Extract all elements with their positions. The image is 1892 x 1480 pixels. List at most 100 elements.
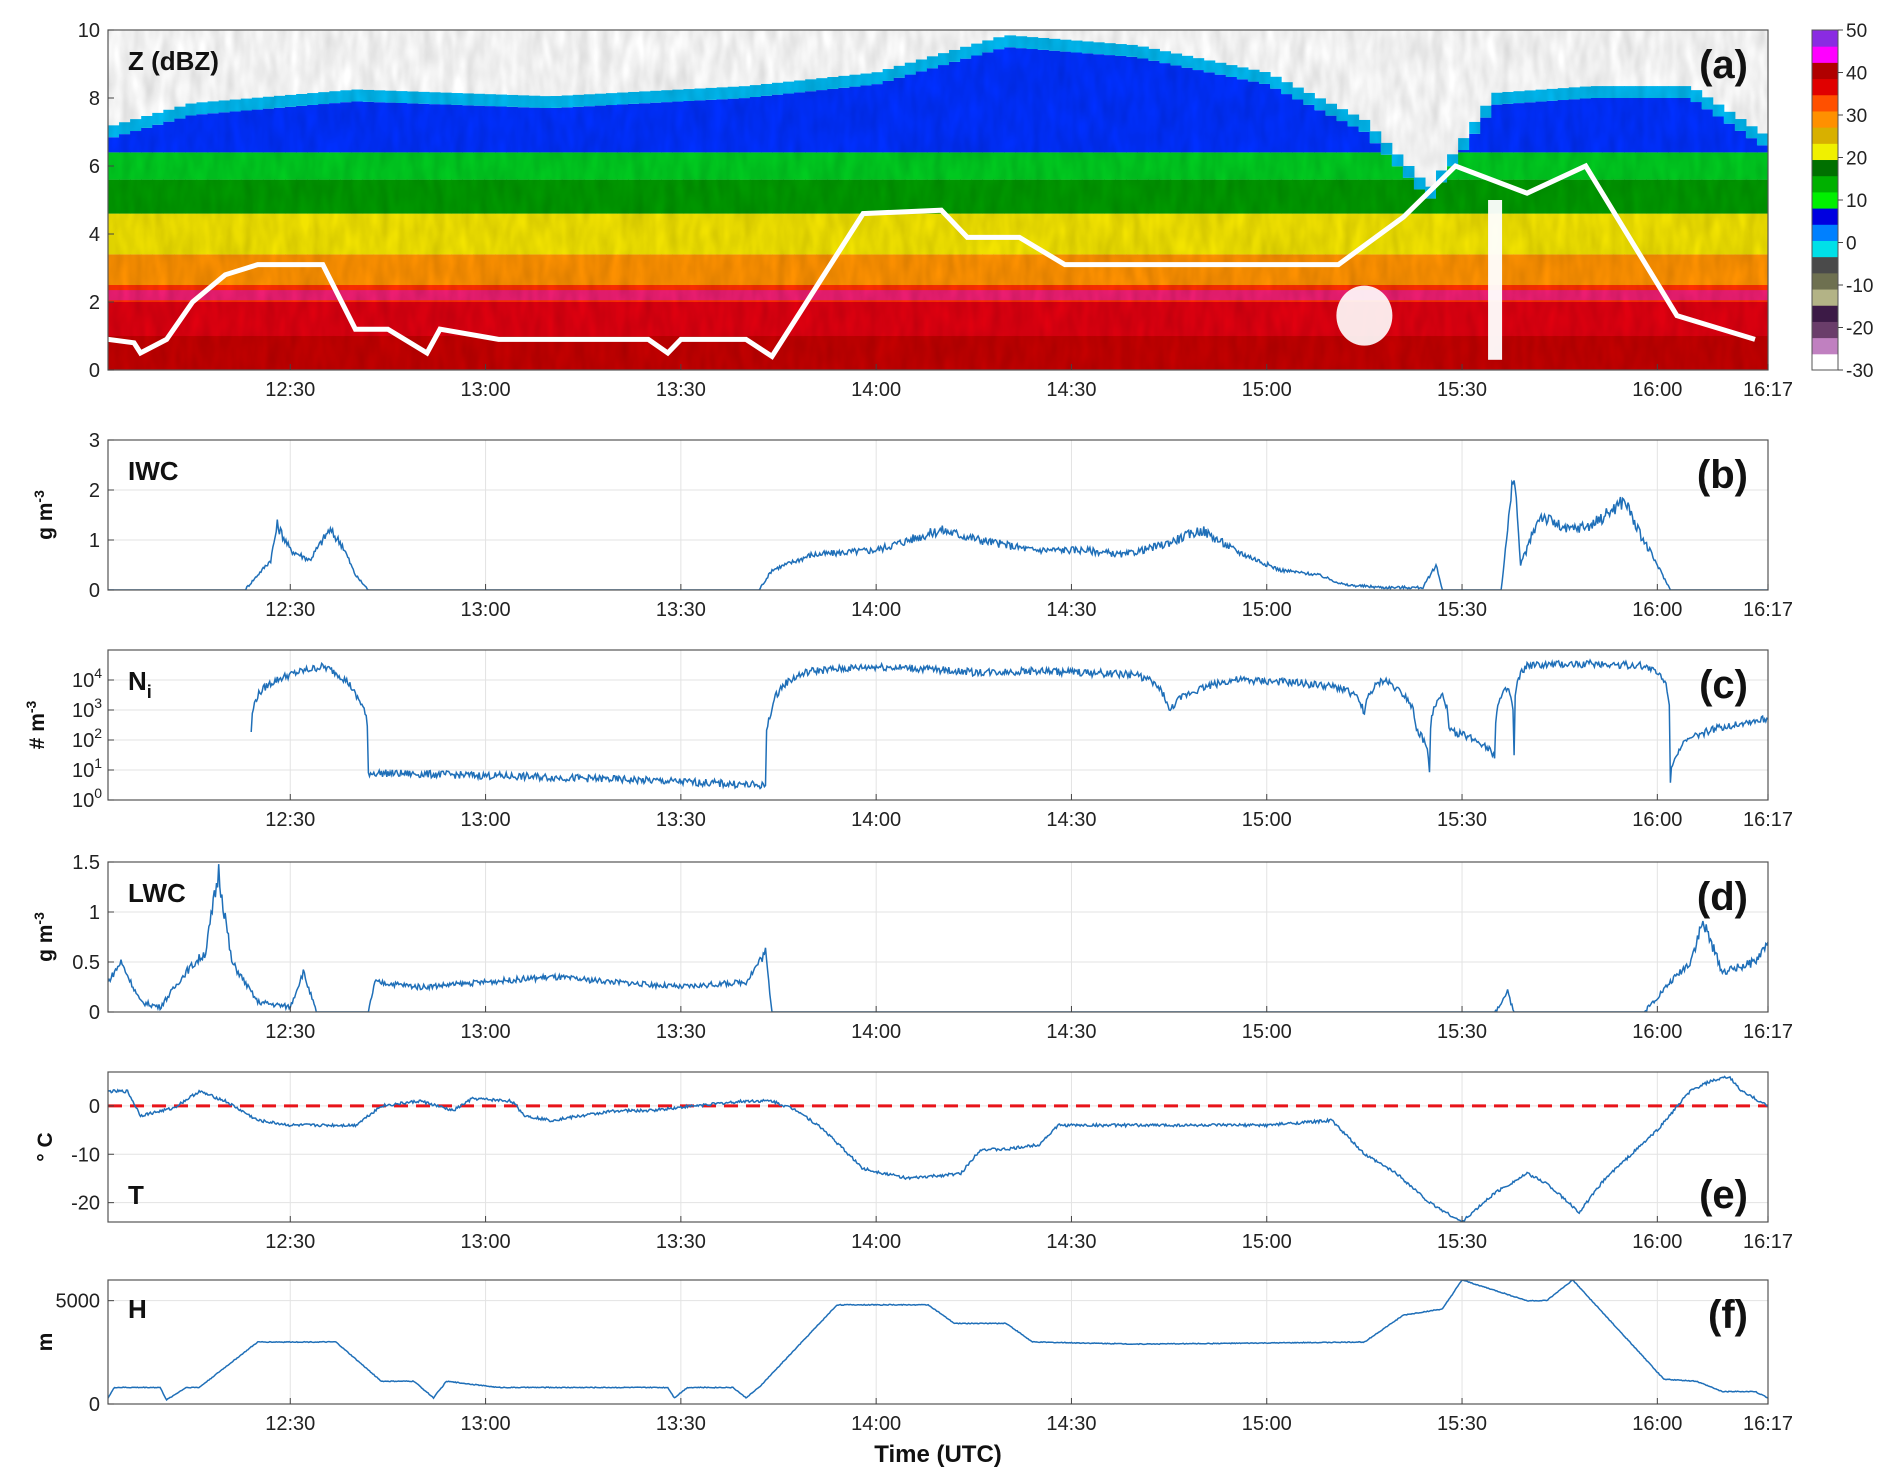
panel-letter: (a): [1699, 43, 1748, 87]
colorbar-swatch: [1812, 272, 1838, 290]
x-tick-label: 15:00: [1242, 1021, 1292, 1043]
y-axis-label: m: [34, 1333, 57, 1352]
gridlines: [108, 650, 1768, 800]
panel-label: Ni: [128, 666, 152, 702]
y-tick-label: 5000: [56, 1291, 101, 1313]
plot-area: [108, 1072, 1768, 1222]
x-axis-ticks: 12:30 13:00 13:30 14:00 14:30 15:00 15:30 16:00…: [265, 364, 1793, 401]
x-tick-label: 16:00: [1632, 1231, 1682, 1253]
x-tick-label: 14:00: [851, 379, 901, 401]
panels: 12:30 13:00 13:30 14:00 14:30 15:00 15:30 16:00…: [23, 20, 1793, 1435]
y-axis-label: g m-3: [31, 912, 57, 962]
x-tick-label: 16:00: [1632, 1021, 1682, 1043]
plot-area: [108, 650, 1768, 800]
colorbar-swatch: [1812, 337, 1838, 355]
x-tick-label: 14:30: [1046, 809, 1096, 831]
x-tick-label: 15:30: [1437, 809, 1487, 831]
echo-gap: [1488, 200, 1503, 360]
axes-frame: [107, 649, 1769, 801]
x-tick-label: 15:00: [1242, 1231, 1292, 1253]
colorbar-tick-label: 40: [1846, 64, 1867, 85]
colorbar-swatch: [1812, 256, 1838, 274]
x-tick-label: 14:00: [851, 1231, 901, 1253]
colorbar-tick-label: -20: [1846, 319, 1873, 340]
x-tick-label: 14:00: [851, 1413, 901, 1435]
y-axis-label: ° C: [34, 1132, 57, 1161]
x-axis-title: Time (UTC): [874, 1441, 1002, 1468]
y-axis-ticks: -20 -10 0: [71, 1096, 114, 1215]
x-tick-label: 13:30: [656, 1231, 706, 1253]
y-tick-label: 6: [89, 156, 100, 178]
x-tick-label: 14:00: [851, 599, 901, 621]
x-tick-label: 13:00: [461, 809, 511, 831]
colorbar: 50 40 30 20 10 0 -10 -20 -30: [1811, 21, 1873, 382]
x-axis-ticks: 12:30 13:00 13:30 14:00 14:30 15:00 15:30 16:00…: [265, 584, 1793, 621]
colorbar-swatch: [1812, 159, 1838, 177]
colorbar-swatch: [1812, 224, 1838, 241]
x-tick-label: 14:00: [851, 809, 901, 831]
series-lwc: [108, 864, 1768, 1012]
x-tick-label: 13:30: [656, 599, 706, 621]
colorbar-swatch: [1812, 321, 1838, 339]
x-tick-label: 15:00: [1242, 809, 1292, 831]
colorbar-swatch: [1812, 127, 1838, 144]
y-axis-ticks: 0 0.5 1 1.5: [72, 852, 114, 1024]
axes-frame: [107, 439, 1769, 591]
colorbar-tick-label: 50: [1846, 21, 1867, 42]
x-tick-label: 15:00: [1242, 1413, 1292, 1435]
y-tick-label: 100: [72, 785, 102, 812]
x-tick-label: 15:30: [1437, 1413, 1487, 1435]
y-tick-label: 0.5: [72, 952, 100, 974]
colorbar-swatch: [1812, 110, 1838, 128]
y-tick-label: 2: [89, 292, 100, 314]
panel-letter: (b): [1697, 453, 1748, 497]
x-tick-label: 16:17: [1743, 809, 1793, 831]
panel-letter: (c): [1699, 663, 1748, 707]
x-tick-label: 16:00: [1632, 599, 1682, 621]
colorbar-swatch: [1812, 191, 1838, 209]
x-tick-label: 12:30: [265, 1231, 315, 1253]
y-tick-label: 0: [89, 1394, 100, 1416]
y-axis-ticks: 0 2 4 6 8 10: [78, 20, 114, 382]
x-tick-label: 13:30: [656, 809, 706, 831]
colorbar-tick-label: -10: [1846, 276, 1873, 297]
panel-label: LWC: [128, 878, 186, 908]
colorbar-swatch: [1812, 175, 1838, 193]
x-axis-ticks: 12:30 13:00 13:30 14:00 14:30 15:00 15:30 16:00…: [265, 1398, 1793, 1435]
texture: [108, 30, 1768, 370]
x-tick-label: 15:30: [1437, 1231, 1487, 1253]
flight-track: [108, 162, 1756, 360]
colorbar-swatch: [1812, 78, 1838, 96]
panel-letter: (d): [1697, 875, 1748, 919]
x-tick-label: 15:00: [1242, 599, 1292, 621]
x-tick-label: 13:00: [461, 1021, 511, 1043]
colorbar-swatch: [1812, 208, 1838, 225]
plot-area: [108, 440, 1768, 590]
x-tick-label: 16:17: [1743, 1231, 1793, 1253]
echo-gap: [1336, 285, 1393, 346]
x-axis-ticks: 12:30 13:00 13:30 14:00 14:30 15:00 15:30 16:00…: [265, 1216, 1793, 1253]
panel-label: T: [128, 1180, 144, 1210]
x-tick-label: 14:30: [1046, 1413, 1096, 1435]
colorbar-swatch: [1812, 353, 1838, 371]
panel-b: 12:30 13:00 13:30 14:00 14:30 15:00 15:30 16:00…: [31, 430, 1793, 621]
colorbar-swatch: [1812, 30, 1838, 47]
colorbar-tick-label: 0: [1846, 234, 1857, 255]
x-tick-label: 16:17: [1743, 1413, 1793, 1435]
panel-letter: (f): [1708, 1293, 1748, 1337]
x-tick-label: 14:30: [1046, 1021, 1096, 1043]
gridlines: [108, 862, 1768, 1012]
x-tick-label: 14:30: [1046, 1231, 1096, 1253]
y-axis-ticks: 0 1 2 3: [89, 430, 114, 602]
x-tick-label: 13:00: [461, 1231, 511, 1253]
x-tick-label: 15:30: [1437, 1021, 1487, 1043]
x-tick-label: 15:30: [1437, 599, 1487, 621]
x-tick-label: 13:30: [656, 1021, 706, 1043]
x-tick-label: 16:00: [1632, 1413, 1682, 1435]
x-tick-label: 15:00: [1242, 379, 1292, 401]
colorbar-tick-label: 20: [1846, 149, 1867, 170]
colorbar-swatch: [1812, 289, 1838, 306]
x-tick-label: 12:30: [265, 599, 315, 621]
x-tick-label: 13:30: [656, 1413, 706, 1435]
